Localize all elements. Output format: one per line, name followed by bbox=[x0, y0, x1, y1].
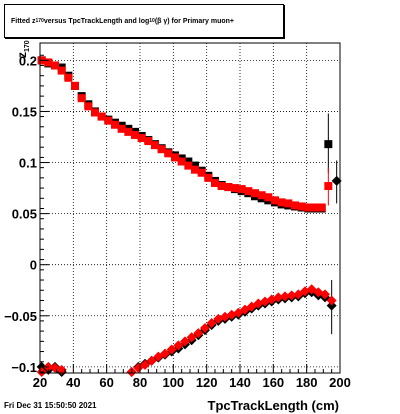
title-suffix: (β γ) for Primary muon+ bbox=[154, 17, 234, 25]
x-axis-label: TpcTrackLength (cm) bbox=[208, 398, 339, 413]
data-point bbox=[191, 165, 199, 174]
x-tick-label: 120 bbox=[196, 375, 218, 390]
data-point bbox=[211, 178, 219, 187]
data-point bbox=[273, 292, 284, 303]
data-point bbox=[304, 203, 313, 212]
chart-title-box: Fitted z 170 versus TpcTrackLength and lo… bbox=[4, 4, 284, 38]
data-point bbox=[291, 201, 299, 210]
x-tick-label: 160 bbox=[262, 375, 284, 390]
data-point bbox=[56, 364, 67, 375]
series-square-black bbox=[37, 56, 333, 213]
data-point bbox=[144, 137, 153, 146]
data-point bbox=[271, 196, 279, 205]
y-tick-label: 0.2 bbox=[19, 53, 37, 68]
data-point bbox=[160, 348, 170, 359]
data-point bbox=[324, 182, 333, 191]
y-tick-label: 0.1 bbox=[19, 156, 37, 171]
data-point bbox=[251, 189, 259, 198]
data-point bbox=[297, 202, 306, 211]
y-tick-label: 0 bbox=[30, 258, 37, 273]
series-diamond-red bbox=[36, 284, 337, 377]
x-tick-label: 60 bbox=[99, 375, 113, 390]
x-tick-label: 40 bbox=[66, 375, 80, 390]
data-point bbox=[191, 161, 199, 170]
data-point bbox=[257, 191, 266, 200]
data-point bbox=[320, 289, 330, 300]
axes-layer: 20 40 60 80 100 120 140 160 180 200 −0.1 −0.05 0 0.05… bbox=[4, 42, 351, 390]
series-diamond-black bbox=[36, 160, 342, 377]
x-tick-label: 180 bbox=[296, 375, 318, 390]
data-point bbox=[57, 66, 66, 75]
data-point bbox=[124, 127, 133, 136]
y-tick-label: −0.1 bbox=[11, 360, 37, 375]
data-point bbox=[197, 168, 206, 177]
data-point bbox=[164, 149, 173, 158]
data-point bbox=[77, 94, 86, 103]
data-point bbox=[277, 198, 286, 207]
x-tick-label: 80 bbox=[133, 375, 147, 390]
title-sub-10: 10 bbox=[149, 18, 155, 24]
y-tick-label: 0.05 bbox=[12, 207, 37, 222]
data-point bbox=[171, 153, 179, 162]
data-point bbox=[264, 193, 273, 202]
data-point bbox=[71, 81, 79, 90]
data-point bbox=[91, 108, 99, 117]
data-point bbox=[200, 323, 210, 334]
title-sub-170: 170 bbox=[35, 18, 44, 24]
data-point bbox=[151, 141, 159, 150]
x-tick-label: 20 bbox=[33, 375, 47, 390]
data-point bbox=[280, 291, 290, 302]
y-axis-label-sub: 170 bbox=[24, 40, 31, 52]
y-tick-label: 0.15 bbox=[12, 104, 37, 119]
data-point bbox=[180, 336, 190, 347]
data-point bbox=[326, 295, 337, 306]
data-point bbox=[311, 203, 319, 212]
y-tick-label: −0.05 bbox=[4, 309, 37, 324]
data-point bbox=[224, 183, 233, 192]
data-point bbox=[326, 300, 337, 311]
data-point bbox=[324, 140, 333, 149]
data-point bbox=[117, 124, 126, 133]
data-point bbox=[84, 102, 93, 111]
data-point bbox=[237, 185, 246, 194]
data-point bbox=[286, 290, 297, 301]
data-point bbox=[231, 184, 239, 193]
data-point bbox=[204, 173, 213, 182]
data-point bbox=[51, 61, 59, 70]
data-point bbox=[97, 112, 106, 121]
series-square-red bbox=[37, 56, 333, 212]
data-point bbox=[104, 116, 113, 125]
data-point bbox=[193, 328, 204, 339]
x-tick-label: 100 bbox=[162, 375, 184, 390]
data-point bbox=[131, 130, 139, 139]
data-point bbox=[140, 359, 150, 370]
data-point bbox=[64, 73, 73, 82]
data-point bbox=[146, 355, 157, 366]
data-point bbox=[217, 182, 226, 191]
data-point bbox=[157, 145, 166, 154]
data-point bbox=[206, 317, 217, 328]
timestamp-footer: Fri Dec 31 15:50:50 2021 bbox=[4, 401, 97, 410]
data-point bbox=[244, 187, 253, 196]
data-point bbox=[177, 157, 186, 166]
data-marks-layer bbox=[36, 56, 342, 377]
data-point bbox=[184, 161, 193, 170]
data-point bbox=[166, 344, 177, 355]
title-prefix: Fitted z bbox=[11, 17, 36, 25]
data-point bbox=[184, 157, 193, 166]
x-tick-label: 200 bbox=[329, 375, 351, 390]
y-axis-label-main: z bbox=[15, 52, 29, 58]
data-point bbox=[111, 120, 119, 129]
data-point bbox=[137, 134, 146, 143]
data-point bbox=[284, 199, 293, 208]
data-point bbox=[186, 332, 197, 343]
x-tick-label: 140 bbox=[229, 375, 251, 390]
data-point bbox=[173, 340, 184, 351]
data-point bbox=[44, 58, 53, 67]
data-point bbox=[331, 175, 342, 186]
data-point bbox=[317, 203, 326, 212]
y-axis-label: z170 bbox=[15, 40, 31, 58]
title-mid: versus TpcTrackLength and log bbox=[43, 17, 150, 25]
